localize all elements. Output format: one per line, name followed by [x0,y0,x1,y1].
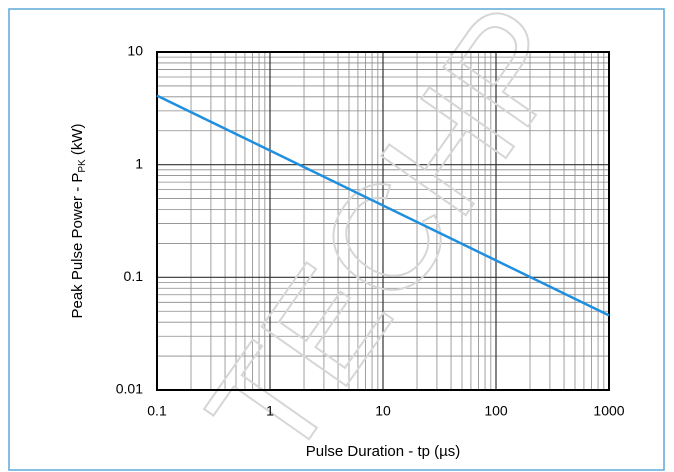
watermark: TECHP [175,0,604,472]
y-label-sub: PK [77,159,88,173]
grid [156,51,610,391]
y-label-text: Peak Pulse Power - P [69,173,86,319]
y-tick-label: 1 [135,155,143,171]
x-tick-label: 10 [375,403,391,419]
y-tick-label: 0.1 [124,268,144,284]
x-tick-label: 100 [484,403,508,419]
y-label-suffix: (kW) [69,123,86,159]
plot [156,51,610,391]
y-tick-label: 10 [127,43,143,59]
y-axis-label: Peak Pulse Power - PPK (kW) [69,123,88,318]
x-axis-label: Pulse Duration - tp (µs) [306,443,461,460]
x-tick-label: 1000 [593,403,624,419]
x-tick-label: 1 [266,403,274,419]
x-tick-label: 0.1 [147,403,167,419]
data-line [156,94,610,317]
y-tick-label: 0.01 [116,381,143,397]
frame [8,8,665,471]
plot-border [156,51,610,391]
